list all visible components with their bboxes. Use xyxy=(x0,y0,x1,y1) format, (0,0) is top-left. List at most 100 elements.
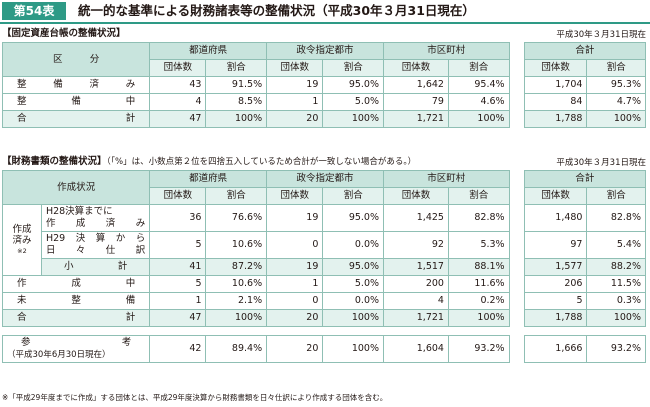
cell: 5 xyxy=(523,292,588,310)
cell: 20 xyxy=(266,309,324,327)
cell: 8.5% xyxy=(205,93,268,111)
cell: 88.1% xyxy=(447,258,510,276)
count-header: 団体数 xyxy=(383,59,449,77)
row-label: H28決算までに 作成済み xyxy=(40,204,151,232)
cell: 100% xyxy=(586,309,646,327)
cell: 2.1% xyxy=(205,292,268,310)
cell: 93.2% xyxy=(447,335,510,363)
cell: 1,721 xyxy=(383,309,449,327)
row-label: 合計 xyxy=(1,309,151,327)
cell: 20 xyxy=(266,335,324,363)
count-header: 団体数 xyxy=(523,187,588,205)
cell: 1,604 xyxy=(383,335,449,363)
cell: 92 xyxy=(383,231,449,259)
cell: 82.8% xyxy=(447,204,510,232)
ratio-header: 割合 xyxy=(586,187,646,205)
cell: 1,480 xyxy=(523,204,588,232)
cell: 36 xyxy=(149,204,207,232)
statements-section-title: 【財務書類の整備状況】 xyxy=(2,156,107,167)
cell: 4 xyxy=(383,292,449,310)
cell: 19 xyxy=(266,258,324,276)
cell: 41 xyxy=(149,258,207,276)
group-header-designated-city: 政令指定都市 xyxy=(266,42,385,60)
statements-section-title-row: 【財務書類の整備状況】（「%」は、小数点第２位を四捨五入しているため合計が一致し… xyxy=(2,156,416,168)
cell: 1,788 xyxy=(523,309,588,327)
status-header: 作成状況 xyxy=(1,170,151,205)
cell: 95.0% xyxy=(322,204,385,232)
cell: 1 xyxy=(266,93,324,111)
table-number-badge: 第54表 xyxy=(2,2,66,20)
group-header-designated-city: 政令指定都市 xyxy=(266,170,385,188)
table-row: 合計 47 100% 20 100% 1,721 100% 1,788 100% xyxy=(1,110,646,128)
cell: 200 xyxy=(383,275,449,293)
row-label: H29決算から 日々仕訳 xyxy=(40,231,151,259)
header-rule xyxy=(0,22,650,24)
group-header-total: 合計 xyxy=(523,170,647,188)
row-label: 小計 xyxy=(40,258,151,276)
cell: 95.3% xyxy=(586,76,646,94)
ratio-header: 割合 xyxy=(205,187,268,205)
count-header: 団体数 xyxy=(383,187,449,205)
cell: 42 xyxy=(149,335,207,363)
table-row: H29決算から 日々仕訳 5 10.6% 0 0.0% 92 5.3% 97 5… xyxy=(3,231,646,259)
group-header-prefecture: 都道府県 xyxy=(149,170,268,188)
cell: 100% xyxy=(447,110,510,128)
cell: 84 xyxy=(523,93,588,111)
cell: 5 xyxy=(149,231,207,259)
cell: 4 xyxy=(149,93,207,111)
count-header: 団体数 xyxy=(149,59,207,77)
cell: 5.0% xyxy=(322,275,385,293)
table-row: 作成 済み ※2 H28決算までに 作成済み 36 76.6% 19 95.0%… xyxy=(2,204,646,276)
cell: 5.0% xyxy=(322,93,385,111)
cell: 95.0% xyxy=(322,258,385,276)
cell: 1,666 xyxy=(523,335,588,363)
cell: 89.4% xyxy=(205,335,268,363)
cell: 1,425 xyxy=(383,204,449,232)
row-label: 整備中 xyxy=(1,93,151,111)
cell: 100% xyxy=(586,110,646,128)
cell: 4.7% xyxy=(586,93,646,111)
cell: 11.5% xyxy=(586,275,646,293)
row-label: 合計 xyxy=(1,110,151,128)
ratio-header: 割合 xyxy=(322,59,385,77)
ratio-header: 割合 xyxy=(586,59,646,77)
cell: 100% xyxy=(205,110,268,128)
count-header: 団体数 xyxy=(266,59,324,77)
ratio-header: 割合 xyxy=(447,59,510,77)
cell: 20 xyxy=(266,110,324,128)
table-row: 小計 41 87.2% 19 95.0% 1,517 88.1% 1,577 8… xyxy=(3,258,646,276)
statements-table: 作成状況 都道府県 政令指定都市 市区町村 合計 団体数 割合 団体数 割合 団… xyxy=(1,170,647,363)
created-mark: ※2 xyxy=(17,246,27,255)
group-header-prefecture: 都道府県 xyxy=(149,42,268,60)
cell: 95.4% xyxy=(447,76,510,94)
cell: 1 xyxy=(149,292,207,310)
cell: 47 xyxy=(149,110,207,128)
cell: 100% xyxy=(322,110,385,128)
table-row: 合計 47 100% 20 100% 1,721 100% 1,788 100% xyxy=(1,309,646,327)
cell: 47 xyxy=(149,309,207,327)
statements-as-of: 平成30年３月31日現在 xyxy=(556,158,646,168)
ledger-as-of: 平成30年３月31日現在 xyxy=(556,30,646,40)
cell: 0.0% xyxy=(322,292,385,310)
cell: 43 xyxy=(149,76,207,94)
cell: 1,517 xyxy=(383,258,449,276)
cell: 5 xyxy=(149,275,207,293)
ratio-header: 割合 xyxy=(322,187,385,205)
page-header: 第54表 統一的な基準による財務諸表等の整備状況（平成30年３月31日現在） xyxy=(0,0,650,22)
count-header: 団体数 xyxy=(266,187,324,205)
count-header: 団体数 xyxy=(523,59,588,77)
reference-label: 参考 （平成30年6月30日現在） xyxy=(1,335,151,363)
group-header-municipality: 市区町村 xyxy=(383,42,510,60)
cell: 5.3% xyxy=(447,231,510,259)
cell: 1,642 xyxy=(383,76,449,94)
cell: 79 xyxy=(383,93,449,111)
cell: 0 xyxy=(266,292,324,310)
cell: 10.6% xyxy=(205,275,268,293)
statements-section-note: （「%」は、小数点第２位を四捨五入しているため合計が一致しない場合がある。） xyxy=(106,157,417,167)
cell: 93.2% xyxy=(586,335,646,363)
row-label: 未整備 xyxy=(1,292,151,310)
count-header: 団体数 xyxy=(149,187,207,205)
table-row: 未整備 1 2.1% 0 0.0% 4 0.2% 5 0.3% xyxy=(1,292,646,310)
ratio-header: 割合 xyxy=(447,187,510,205)
cell: 82.8% xyxy=(586,204,646,232)
